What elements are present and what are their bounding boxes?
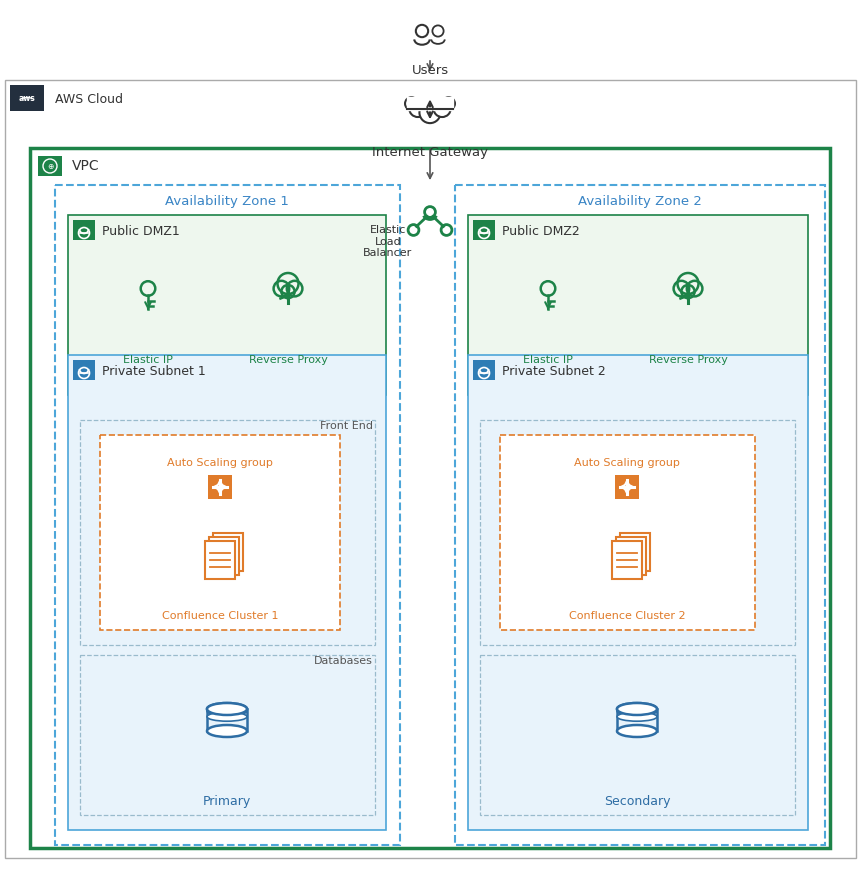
Bar [5, 80, 856, 858]
Text: Availability Zone 1: Availability Zone 1 [165, 194, 289, 207]
Text: Elastic
Load
Balancer: Elastic Load Balancer [363, 225, 412, 258]
Ellipse shape [617, 725, 657, 737]
Text: Auto Scaling group: Auto Scaling group [167, 458, 273, 468]
Bar [55, 185, 400, 845]
Text: ⊕: ⊕ [46, 161, 53, 171]
Bar [80, 420, 375, 645]
Bar [213, 533, 244, 571]
Ellipse shape [207, 706, 247, 716]
Bar [620, 533, 650, 571]
Bar [10, 85, 44, 111]
Circle shape [409, 100, 426, 117]
Circle shape [479, 227, 490, 239]
Ellipse shape [207, 712, 247, 721]
Text: Internet Gateway: Internet Gateway [372, 146, 488, 159]
Bar [100, 435, 340, 630]
Bar [73, 360, 95, 380]
Bar [205, 541, 235, 578]
Text: Private Subnet 2: Private Subnet 2 [502, 364, 606, 377]
Bar [80, 655, 375, 815]
Text: Front End: Front End [320, 421, 373, 431]
Bar [455, 185, 825, 845]
Ellipse shape [207, 703, 247, 715]
Bar [611, 541, 642, 578]
Circle shape [405, 98, 418, 110]
Ellipse shape [617, 712, 657, 721]
Ellipse shape [207, 703, 247, 715]
Circle shape [78, 227, 90, 239]
Bar [38, 156, 62, 176]
Text: Elastic IP: Elastic IP [123, 355, 173, 365]
Bar [73, 220, 95, 240]
Text: AWS Cloud: AWS Cloud [55, 92, 123, 105]
Text: Databases: Databases [314, 656, 373, 666]
Bar [208, 537, 239, 575]
Text: Primary: Primary [203, 794, 251, 807]
Circle shape [479, 368, 490, 379]
Text: Public DMZ2: Public DMZ2 [502, 225, 579, 238]
Bar [615, 475, 639, 499]
Circle shape [419, 102, 441, 123]
Text: Confluence Cluster 1: Confluence Cluster 1 [162, 611, 278, 621]
Text: VPC: VPC [72, 159, 100, 173]
Text: Auto Scaling group: Auto Scaling group [574, 458, 680, 468]
Bar [500, 435, 755, 630]
Text: Confluence Cluster 2: Confluence Cluster 2 [568, 611, 685, 621]
Bar [473, 220, 495, 240]
Bar [468, 215, 808, 395]
Bar [30, 148, 830, 848]
Bar [68, 215, 386, 395]
Text: Reverse Proxy: Reverse Proxy [648, 355, 728, 365]
Bar [468, 355, 808, 830]
Bar [480, 420, 795, 645]
Text: Reverse Proxy: Reverse Proxy [249, 355, 327, 365]
Circle shape [443, 98, 455, 110]
Text: aws: aws [19, 93, 35, 103]
Bar [480, 655, 795, 815]
Text: Users: Users [412, 64, 449, 77]
Text: Availability Zone 2: Availability Zone 2 [578, 194, 702, 207]
Circle shape [434, 100, 451, 117]
Text: Private Subnet 1: Private Subnet 1 [102, 364, 206, 377]
Circle shape [43, 159, 57, 173]
Bar [616, 537, 647, 575]
Ellipse shape [207, 725, 247, 737]
Bar [68, 355, 386, 830]
Bar [473, 360, 495, 380]
Text: Elastic IP: Elastic IP [523, 355, 573, 365]
Circle shape [78, 368, 90, 379]
Bar [208, 475, 232, 499]
Ellipse shape [617, 706, 657, 716]
Text: Secondary: Secondary [604, 794, 670, 807]
Ellipse shape [617, 703, 657, 715]
Ellipse shape [617, 703, 657, 715]
Text: Public DMZ1: Public DMZ1 [102, 225, 180, 238]
